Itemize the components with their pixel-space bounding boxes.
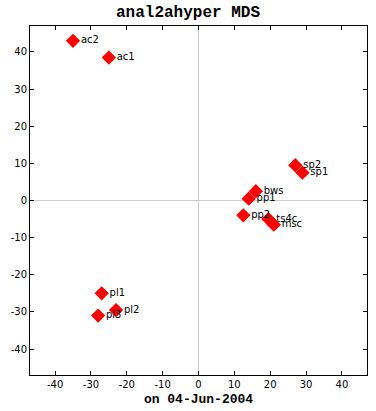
svg-text:-10: -10	[154, 379, 170, 390]
svg-text:-30: -30	[83, 379, 99, 390]
svg-text:ac1: ac1	[117, 51, 135, 62]
svg-text:-20: -20	[11, 269, 27, 280]
svg-text:20: 20	[14, 121, 27, 132]
svg-text:-40: -40	[11, 344, 27, 355]
svg-text:pl2: pl2	[124, 304, 140, 315]
svg-text:-20: -20	[119, 379, 135, 390]
svg-text:30: 30	[300, 379, 313, 390]
svg-text:anal2ahyper MDS: anal2ahyper MDS	[116, 4, 260, 22]
svg-text:0: 0	[195, 379, 201, 390]
svg-text:pl1: pl1	[110, 287, 126, 298]
svg-text:0: 0	[21, 195, 27, 206]
svg-text:-40: -40	[47, 379, 63, 390]
svg-text:pp1: pp1	[257, 192, 276, 203]
svg-text:on 04-Jun-2004: on 04-Jun-2004	[144, 392, 253, 407]
svg-text:bws: bws	[264, 185, 284, 196]
svg-text:-10: -10	[11, 232, 27, 243]
svg-text:40: 40	[336, 379, 349, 390]
svg-text:-30: -30	[11, 306, 27, 317]
svg-text:30: 30	[14, 84, 27, 95]
svg-text:sp1: sp1	[310, 166, 328, 177]
svg-text:40: 40	[14, 46, 27, 57]
svg-text:pp2: pp2	[251, 209, 270, 220]
svg-text:sp2: sp2	[303, 159, 321, 170]
svg-text:10: 10	[14, 158, 27, 169]
svg-text:10: 10	[228, 379, 241, 390]
svg-text:msc: msc	[282, 218, 302, 229]
svg-text:20: 20	[264, 379, 277, 390]
svg-text:ts4c: ts4c	[276, 213, 297, 224]
svg-text:ac2: ac2	[81, 34, 99, 45]
svg-text:pl3: pl3	[106, 309, 122, 320]
